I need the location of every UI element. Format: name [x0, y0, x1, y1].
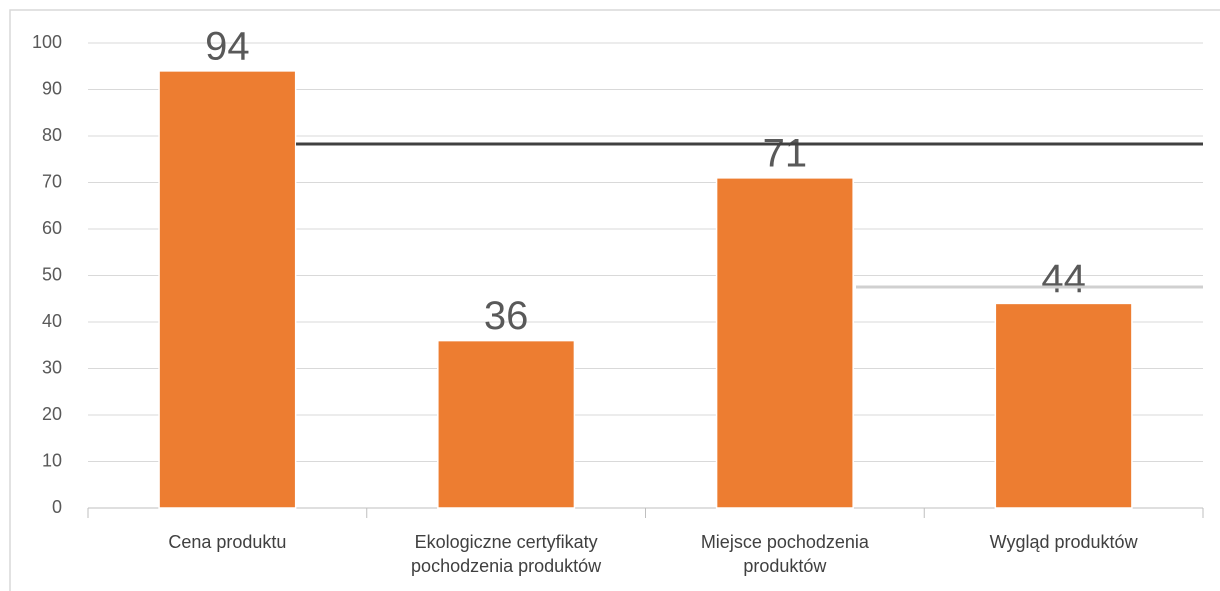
- y-tick-label: 90: [42, 78, 62, 98]
- x-tick-label: Miejsce pochodzenia produktów: [700, 532, 869, 576]
- y-tick-label: 0: [52, 497, 62, 517]
- y-tick-label: 20: [42, 404, 62, 424]
- y-tick-label: 10: [42, 450, 62, 470]
- x-tick-label: Ekologiczne certyfikaty pochodzenia prod…: [411, 532, 602, 576]
- y-tick-label: 70: [42, 171, 62, 191]
- data-label: 71: [763, 131, 808, 175]
- bar: [158, 70, 297, 509]
- data-label: 44: [1041, 257, 1086, 301]
- data-label: 94: [205, 24, 250, 68]
- y-tick-label: 60: [42, 218, 62, 238]
- bar: [437, 339, 576, 509]
- bar: [715, 177, 854, 509]
- data-label: 36: [484, 294, 529, 338]
- chart-frame: [9, 9, 1220, 591]
- y-tick-label: 30: [42, 357, 62, 377]
- y-tick-label: 80: [42, 125, 62, 145]
- y-tick-label: 40: [42, 311, 62, 331]
- y-tick-label: 50: [42, 264, 62, 284]
- y-tick-label: 100: [32, 32, 62, 52]
- x-tick-label: Wygląd produktów: [989, 532, 1138, 552]
- bar: [994, 302, 1133, 509]
- x-tick-label: Cena produktu: [168, 532, 287, 552]
